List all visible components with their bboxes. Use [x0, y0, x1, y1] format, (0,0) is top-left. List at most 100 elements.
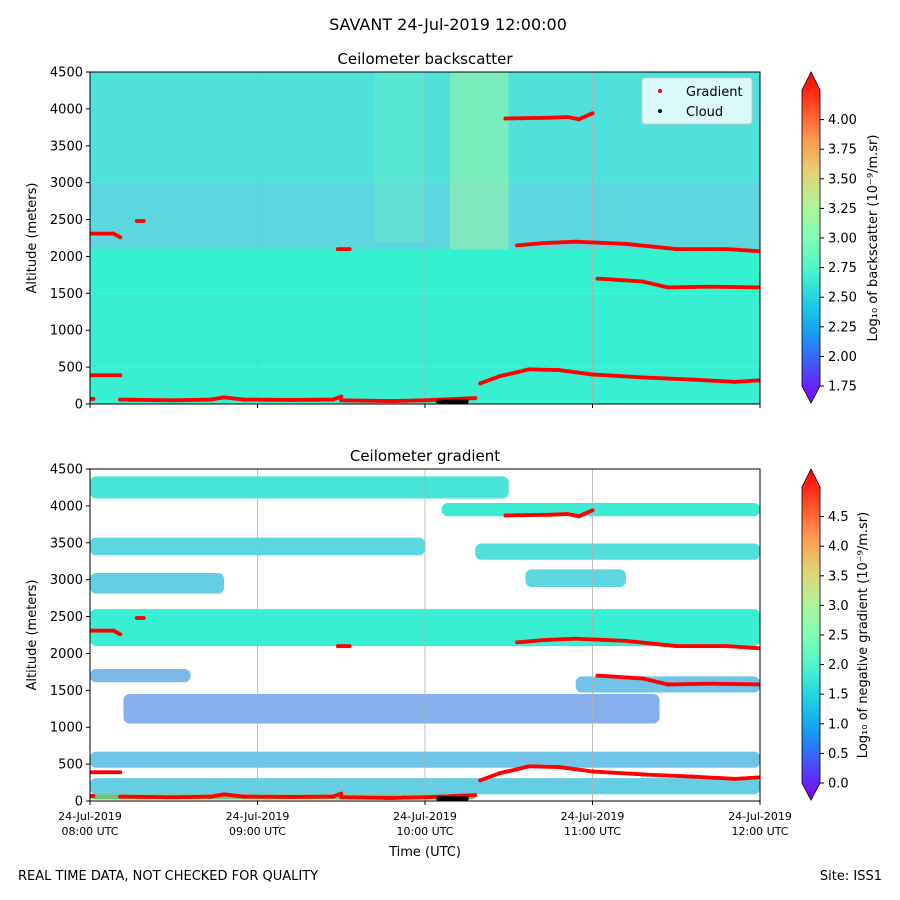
colorbar-tick-label: 4.0 [828, 540, 849, 555]
gradient-x-ticks: 24-Jul-2019 08:00 UTC 24-Jul-2019 09:00 UTC… [58, 801, 792, 838]
x-tick-date: 24-Jul-2019 [58, 810, 122, 823]
y-tick-label: 2000 [50, 647, 83, 662]
backscatter-colorbar-ticks: 1.75 2.00 2.25 2.50 2.75 3.00 3.25 3.50 3.75 4.00 [820, 113, 857, 395]
gradient-point [347, 644, 352, 649]
gradient-xlabel: Time (UTC) [388, 845, 461, 860]
gradient-title: Ceilometer gradient [350, 447, 500, 465]
gradient-point [141, 616, 146, 621]
gradient-band [90, 476, 509, 499]
colorbar-tick-label: 3.00 [828, 232, 857, 247]
gradient-point [118, 235, 123, 240]
gradient-band [525, 569, 626, 588]
gradient-cloud-points [436, 796, 469, 801]
colorbar-tick-label: 3.0 [828, 599, 849, 614]
x-tick-time: 11:00 UTC [564, 825, 621, 838]
colorbar-tick-label: 3.5 [828, 569, 849, 584]
legend-cloud-label: Cloud [686, 105, 723, 120]
backscatter-x-ticks [89, 404, 761, 408]
x-tick-date: 24-Jul-2019 [226, 810, 290, 823]
gradient-band [90, 573, 224, 594]
x-tick-time: 12:00 UTC [731, 825, 788, 838]
legend-box [641, 77, 753, 125]
y-tick-label: 4000 [50, 499, 83, 514]
gradient-ylabel: Altitude (meters) [25, 580, 40, 691]
legend-gradient-marker [658, 89, 662, 93]
gradient-band [123, 694, 660, 724]
y-tick-label: 2000 [50, 250, 83, 265]
gradient-point [118, 770, 123, 775]
gradient-point [118, 373, 123, 378]
x-tick-time: 09:00 UTC [229, 825, 286, 838]
x-tick-time: 10:00 UTC [396, 825, 453, 838]
y-tick-label: 3000 [50, 573, 83, 588]
gradient-band [475, 543, 760, 560]
gradient-point [339, 394, 344, 399]
colorbar-tick-label: 1.75 [828, 380, 857, 395]
colorbar-tick-label: 2.75 [828, 261, 857, 276]
cloud-point [464, 399, 469, 404]
y-tick-label: 3500 [50, 536, 83, 551]
gradient-point [141, 219, 146, 224]
gradient-colorbar-ticks: 0.0 0.5 1.0 1.5 2.0 2.5 3.0 3.5 4.0 4.5 [820, 510, 849, 792]
gradient-point [347, 247, 352, 252]
y-tick-label: 1000 [50, 721, 83, 736]
y-tick-label: 1000 [50, 324, 83, 339]
y-tick-label: 0 [75, 398, 83, 413]
x-tick-date: 24-Jul-2019 [561, 810, 625, 823]
backscatter-cloud-points [436, 399, 469, 404]
backscatter-colorbar: 1.75 2.00 2.25 2.50 2.75 3.00 3.25 3.50 3.75 4.00… [801, 71, 881, 404]
colorbar-tick-label: 3.50 [828, 172, 857, 187]
gradient-point [590, 111, 595, 116]
colorbar-tick-label: 0.0 [828, 777, 849, 792]
gradient-point [590, 508, 595, 513]
colorbar-tick-label: 3.25 [828, 202, 857, 217]
gradient-point [339, 791, 344, 796]
gradient-y-ticks: 0 500 1000 1500 2000 2500 3000 3500 4000 4500 [50, 463, 90, 810]
colorbar-tick-label: 1.5 [828, 688, 849, 703]
y-tick-label: 2500 [50, 610, 83, 625]
backscatter-plume [450, 72, 509, 250]
gradient-band [90, 668, 191, 683]
gradient-colorbar-body [801, 468, 821, 801]
cloud-point [464, 796, 469, 801]
colorbar-tick-label: 2.25 [828, 320, 857, 335]
y-tick-label: 1500 [50, 684, 83, 699]
x-tick-time: 08:00 UTC [61, 825, 118, 838]
colorbar-tick-label: 0.5 [828, 747, 849, 762]
quality-disclaimer: REAL TIME DATA, NOT CHECKED FOR QUALITY [18, 869, 319, 884]
legend: Gradient Cloud [641, 77, 753, 125]
colorbar-tick-label: 2.00 [828, 350, 857, 365]
backscatter-title: Ceilometer backscatter [337, 50, 513, 68]
y-tick-label: 4500 [50, 463, 83, 478]
colorbar-tick-label: 2.50 [828, 291, 857, 306]
y-tick-label: 2500 [50, 213, 83, 228]
gradient-colorbar-label: Log₁₀ of negative gradient (10⁻⁹/m.sr) [856, 512, 871, 758]
backscatter-ylabel: Altitude (meters) [25, 183, 40, 294]
figure-suptitle: SAVANT 24-Jul-2019 12:00:00 [329, 15, 567, 34]
y-tick-label: 4000 [50, 102, 83, 117]
colorbar-tick-label: 4.5 [828, 510, 849, 525]
y-tick-label: 0 [75, 795, 83, 810]
backscatter-y-ticks: 0 500 1000 1500 2000 2500 3000 3500 4000 4500 [50, 66, 90, 413]
colorbar-tick-label: 4.00 [828, 113, 857, 128]
gradient-point [473, 396, 478, 401]
gradient-point [91, 793, 96, 798]
colorbar-tick-label: 2.5 [828, 629, 849, 644]
y-tick-label: 500 [58, 758, 83, 773]
x-tick-date: 24-Jul-2019 [393, 810, 457, 823]
gradient-band [441, 502, 760, 517]
x-tick-date: 24-Jul-2019 [728, 810, 792, 823]
site-label: Site: ISS1 [819, 869, 882, 884]
y-tick-label: 1500 [50, 287, 83, 302]
legend-gradient-label: Gradient [686, 85, 743, 100]
colorbar-tick-label: 2.0 [828, 658, 849, 673]
gradient-colorbar: 0.0 0.5 1.0 1.5 2.0 2.5 3.0 3.5 4.0 4.5 Log₁₀ of … [801, 468, 871, 801]
backscatter-gradient-points [90, 111, 760, 404]
backscatter-plume [374, 72, 425, 242]
gradient-panel: Ceilometer gradient 0 500 1000 1500 2000 2500… [25, 447, 871, 860]
gradient-point [91, 396, 96, 401]
gradient-point [473, 793, 478, 798]
legend-cloud-marker [658, 109, 662, 113]
backscatter-colorbar-body [801, 71, 821, 404]
y-tick-label: 3500 [50, 139, 83, 154]
